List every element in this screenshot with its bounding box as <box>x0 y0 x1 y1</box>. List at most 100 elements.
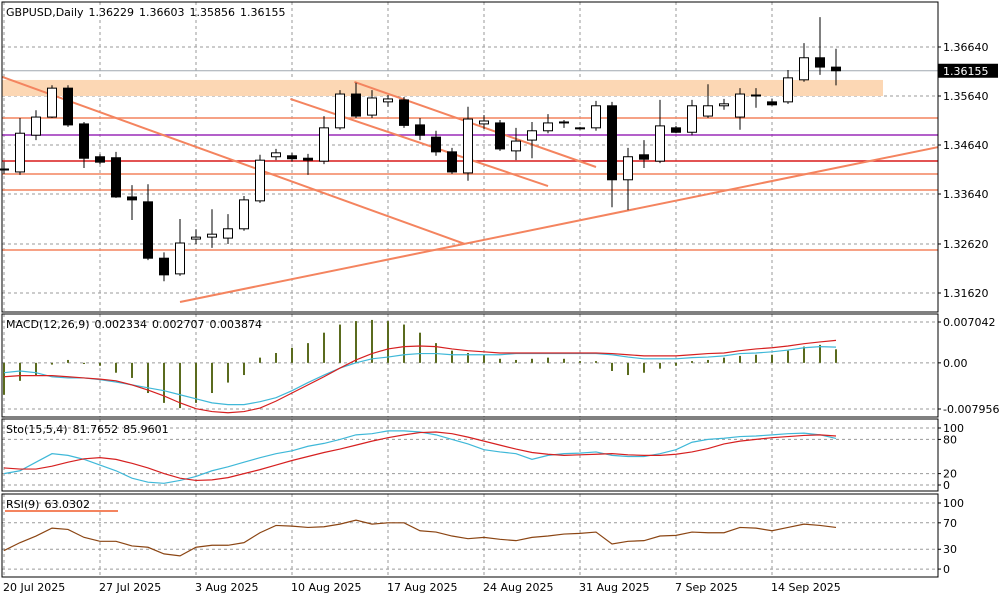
macd-bar <box>547 357 549 363</box>
candle-body <box>527 130 537 141</box>
candle-body <box>687 105 697 133</box>
candle-body <box>367 97 377 116</box>
x-tick-label: 20 Jul 2025 <box>3 581 65 594</box>
macd-bar <box>275 352 277 363</box>
macd-bar <box>659 362 661 369</box>
trend-line <box>2 76 466 245</box>
macd-bar <box>403 324 405 363</box>
macd-bar <box>579 361 581 363</box>
panel-title: RSI(9) 63.0302 <box>6 498 90 511</box>
macd-bar <box>371 319 373 363</box>
macd-bar <box>163 362 165 403</box>
macd-bar <box>611 362 613 371</box>
macd-bar <box>483 354 485 363</box>
candle-body <box>719 103 729 107</box>
x-tick-label: 31 Aug 2025 <box>579 581 649 594</box>
candle-body <box>95 156 105 163</box>
candle-body <box>447 151 457 173</box>
x-tick-label: 10 Aug 2025 <box>291 581 361 594</box>
x-tick-label: 24 Aug 2025 <box>483 581 553 594</box>
candle-body <box>223 228 233 239</box>
macd-bar <box>595 361 597 363</box>
trend-line <box>354 81 597 168</box>
candle-body <box>799 57 809 81</box>
y-tick-label: 1.32620 <box>943 238 989 251</box>
panel-title-name: GBPUSD,Daily <box>6 6 84 19</box>
indicator-line <box>3 339 837 414</box>
macd-bar <box>675 362 677 366</box>
panel-border <box>1 418 939 492</box>
candle-body <box>831 66 841 72</box>
y-tick-label: 0 <box>943 563 950 576</box>
macd-bar <box>291 347 293 363</box>
candle-body <box>783 77 793 103</box>
panel-title: GBPUSD,Daily 1.36229 1.36603 1.35856 1.36155 <box>6 6 286 19</box>
x-tick-label: 7 Sep 2025 <box>675 581 738 594</box>
candle-body <box>15 132 25 173</box>
macd-bar <box>627 362 629 376</box>
macd-bar <box>803 346 805 363</box>
candle-body <box>271 152 281 158</box>
candle-body <box>127 196 137 201</box>
panel-title: MACD(12,26,9) 0.002334 0.002707 0.003874 <box>6 318 262 331</box>
panel-title-value: 1.36229 <box>89 6 135 19</box>
y-tick-label: 30 <box>943 543 957 556</box>
candle-body <box>175 242 185 275</box>
macd-bar <box>787 350 789 363</box>
candle-body <box>543 122 553 132</box>
macd-bar <box>355 321 357 363</box>
macd-bar <box>67 359 69 363</box>
y-tick-label: 100 <box>943 497 964 510</box>
macd-bar <box>131 362 133 378</box>
trend-line <box>290 98 549 187</box>
macd-bar <box>259 357 261 363</box>
candle-body <box>191 236 201 240</box>
macd-bar <box>819 344 821 363</box>
candle-body <box>415 124 425 136</box>
candle-body <box>511 140 521 152</box>
macd-bar <box>83 362 85 365</box>
macd-bar <box>691 361 693 363</box>
candle-body <box>431 136 441 153</box>
panel-title-value: 0.003874 <box>210 318 263 331</box>
candle-body <box>143 201 153 259</box>
macd-bar <box>771 354 773 363</box>
y-tick-label: 80 <box>943 433 957 446</box>
candle-body <box>383 98 393 103</box>
macd-bar <box>195 362 197 403</box>
y-tick-label: 1.36640 <box>943 41 989 54</box>
macd-bar <box>147 362 149 394</box>
macd-bar <box>387 321 389 363</box>
indicator-line <box>3 519 837 557</box>
panel-title-value: 1.35856 <box>190 6 236 19</box>
candle-body <box>479 120 489 125</box>
macd-bar <box>3 362 5 395</box>
candle-body <box>767 101 777 106</box>
candle-body <box>111 157 121 198</box>
macd-bar <box>307 343 309 363</box>
macd-bar <box>755 354 757 363</box>
macd-bar <box>835 349 837 363</box>
macd-bar <box>499 358 501 363</box>
macd-bar <box>707 359 709 363</box>
macd-bar <box>51 362 53 365</box>
candle-body <box>303 157 313 161</box>
candle-body <box>703 105 713 117</box>
y-tick-label: 1.35640 <box>943 90 989 103</box>
y-tick-label: 1.31620 <box>943 287 989 300</box>
candle-body <box>671 127 681 133</box>
macd-bar <box>419 332 421 363</box>
candle-body <box>0 168 9 171</box>
macd-bar <box>19 362 21 381</box>
macd-bar <box>467 352 469 363</box>
trend-line <box>179 146 938 303</box>
candle-body <box>735 93 745 118</box>
y-tick-label: 0.007042 <box>943 316 996 329</box>
candle-body <box>79 123 89 159</box>
panel-title-name: MACD(12,26,9) <box>6 318 90 331</box>
y-tick-label: 100 <box>943 422 964 435</box>
indicator-line <box>3 346 837 406</box>
